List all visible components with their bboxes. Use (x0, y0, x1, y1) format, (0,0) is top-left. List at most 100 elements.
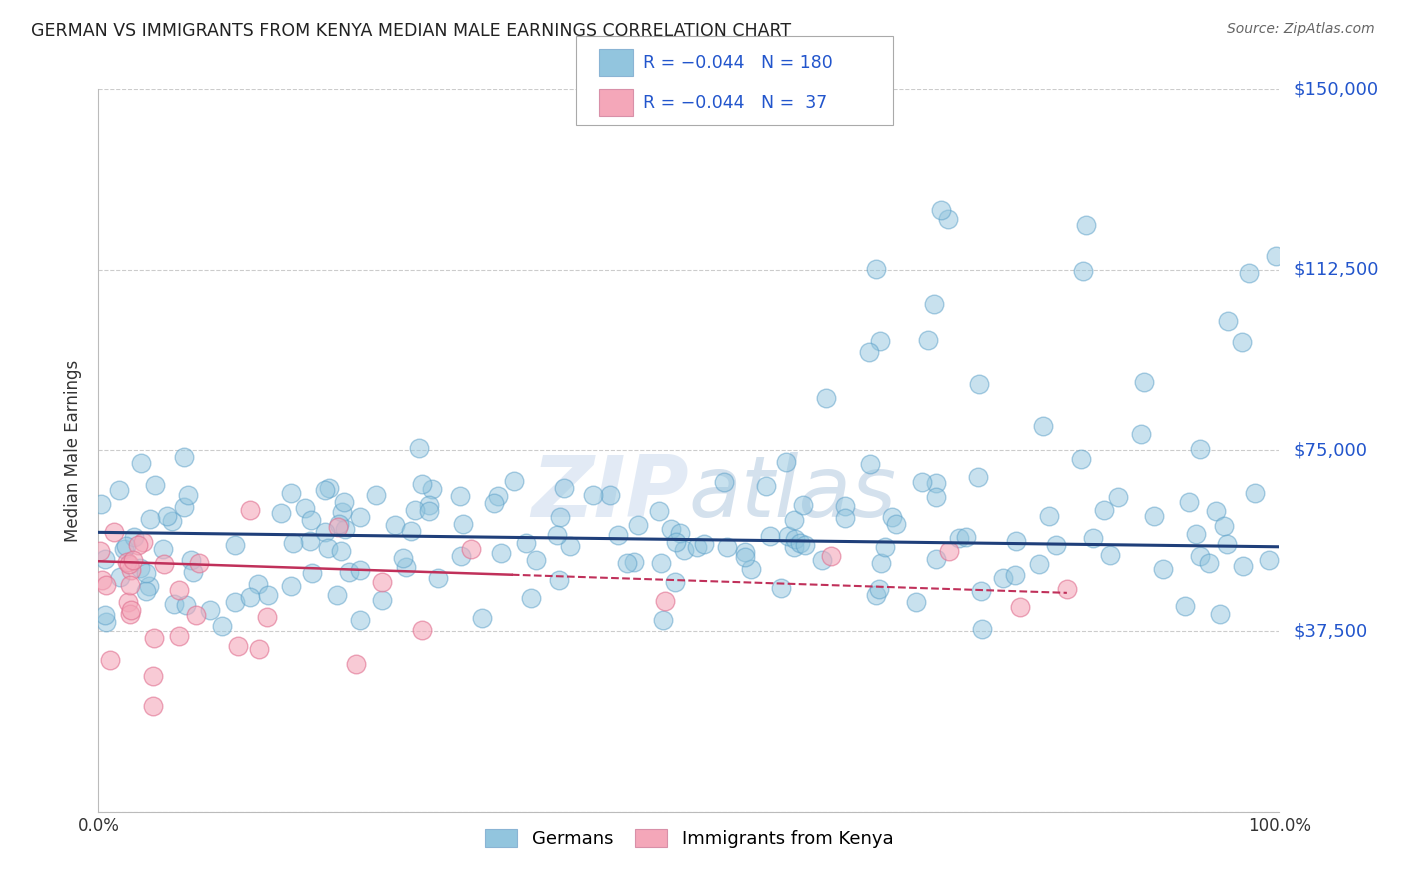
Point (314, 525, 336, 540)
Point (108, 570, 131, 584)
Point (1070, 452, 1092, 467)
Point (142, 669, 165, 683)
Point (1174, 599, 1197, 613)
Point (1184, 527, 1206, 541)
Point (332, 495, 354, 509)
Point (865, 261, 887, 276)
Point (734, 550, 756, 565)
Point (524, 553, 547, 567)
Point (453, 517, 475, 532)
Point (627, 517, 650, 532)
Point (299, 513, 322, 527)
Point (873, 540, 896, 554)
Point (1038, 508, 1060, 523)
Point (716, 540, 738, 554)
Point (115, 555, 138, 569)
Point (1209, 607, 1232, 621)
Point (936, 212, 959, 227)
Point (785, 533, 807, 547)
Point (384, 518, 406, 533)
Point (328, 517, 350, 532)
Point (142, 631, 165, 645)
Point (869, 334, 891, 348)
Point (652, 613, 675, 627)
Point (659, 523, 682, 537)
Point (460, 541, 482, 556)
Point (1189, 442, 1212, 456)
Point (301, 566, 323, 580)
Point (599, 488, 621, 502)
Point (120, 603, 142, 617)
Point (395, 560, 418, 574)
Point (792, 498, 814, 512)
Point (176, 598, 198, 612)
Point (783, 540, 806, 554)
Point (616, 556, 638, 570)
Point (211, 619, 233, 633)
Point (420, 482, 443, 496)
Point (418, 499, 440, 513)
Point (858, 344, 880, 359)
Point (811, 552, 834, 566)
Point (314, 483, 336, 498)
Point (1198, 556, 1220, 570)
Point (924, 490, 946, 504)
Point (1152, 561, 1174, 575)
Point (672, 543, 695, 558)
Point (911, 475, 934, 489)
Point (1244, 485, 1267, 500)
Point (247, 641, 270, 656)
Point (94, 552, 117, 566)
Point (117, 594, 139, 608)
Point (1133, 376, 1156, 390)
Point (247, 576, 270, 591)
Point (298, 534, 321, 549)
Point (239, 590, 262, 604)
Point (270, 506, 292, 520)
Point (257, 589, 280, 603)
Point (869, 556, 891, 570)
Point (503, 475, 526, 489)
Text: $37,500: $37,500 (1294, 622, 1368, 640)
Point (1232, 558, 1254, 573)
Point (1130, 426, 1153, 441)
Point (94, 615, 117, 629)
Point (226, 639, 249, 653)
Point (316, 541, 339, 556)
Point (1092, 503, 1115, 517)
Point (128, 561, 150, 575)
Point (560, 539, 582, 553)
Point (135, 566, 157, 580)
Point (917, 333, 939, 347)
Point (834, 511, 856, 525)
Point (408, 441, 430, 455)
Point (758, 529, 780, 543)
Text: R = −0.044   N =  37: R = −0.044 N = 37 (643, 94, 827, 112)
Point (970, 584, 993, 599)
Point (183, 565, 205, 579)
Point (90, 497, 112, 511)
Point (138, 579, 160, 593)
Point (775, 455, 797, 469)
Point (922, 297, 945, 311)
Point (1028, 557, 1050, 571)
Point (794, 538, 817, 552)
Point (163, 597, 186, 611)
Point (1004, 567, 1026, 582)
Point (132, 534, 155, 549)
Point (734, 545, 756, 559)
Point (713, 475, 735, 489)
Point (326, 588, 349, 602)
Point (783, 513, 806, 527)
Point (623, 555, 645, 569)
Point (186, 608, 208, 623)
Point (650, 556, 672, 570)
Point (100, 653, 122, 667)
Point (153, 557, 176, 571)
Text: atlas: atlas (689, 452, 897, 535)
Point (1265, 248, 1288, 262)
Text: ZIP: ZIP (531, 452, 689, 535)
Text: Source: ZipAtlas.com: Source: ZipAtlas.com (1227, 22, 1375, 37)
Point (449, 489, 471, 503)
Point (1099, 549, 1122, 563)
